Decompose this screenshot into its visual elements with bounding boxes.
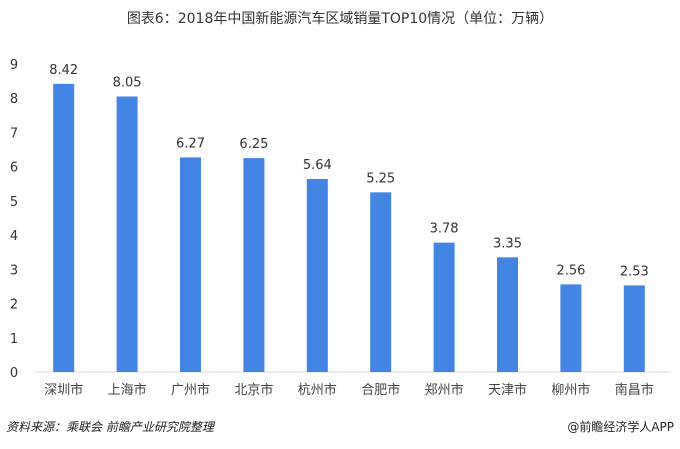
y-tick-label: 7 bbox=[10, 126, 18, 141]
x-tick-label: 北京市 bbox=[234, 382, 273, 398]
data-label: 5.25 bbox=[366, 171, 395, 186]
y-tick-label: 2 bbox=[10, 298, 18, 313]
data-label: 3.35 bbox=[493, 236, 522, 251]
bar bbox=[180, 157, 201, 372]
data-label: 2.56 bbox=[556, 263, 585, 278]
data-label: 8.05 bbox=[113, 76, 142, 91]
x-tick-label: 合肥市 bbox=[361, 382, 400, 398]
bar bbox=[243, 158, 265, 372]
x-tick-label: 郑州市 bbox=[425, 382, 464, 398]
y-tick-label: 8 bbox=[10, 92, 18, 107]
y-tick-label: 1 bbox=[10, 332, 18, 347]
x-tick-label: 杭州市 bbox=[298, 382, 337, 398]
data-label: 3.78 bbox=[430, 222, 459, 237]
x-tick-label: 天津市 bbox=[488, 382, 527, 398]
y-tick-label: 6 bbox=[10, 161, 18, 176]
x-tick-label: 南昌市 bbox=[615, 382, 654, 398]
y-tick-label: 4 bbox=[10, 229, 18, 244]
bar bbox=[306, 178, 328, 372]
data-label: 6.25 bbox=[239, 137, 268, 152]
source-note: 资料来源：乘联会 前瞻产业研究院整理 bbox=[6, 420, 214, 434]
bar bbox=[370, 192, 392, 372]
chart-title: 图表6：2018年中国新能源汽车区域销量TOP10情况（单位：万辆） bbox=[126, 11, 554, 27]
credit-note: @前瞻经济学人APP bbox=[567, 420, 674, 434]
data-label: 6.27 bbox=[176, 136, 205, 151]
bar bbox=[623, 285, 645, 372]
data-label: 8.42 bbox=[49, 63, 78, 78]
x-tick-label: 柳州市 bbox=[551, 382, 590, 398]
y-tick-label: 5 bbox=[10, 195, 18, 210]
bar bbox=[497, 257, 518, 372]
data-label: 5.64 bbox=[303, 158, 332, 173]
bar bbox=[560, 284, 582, 372]
bar bbox=[53, 83, 75, 373]
x-tick-label: 深圳市 bbox=[44, 382, 83, 398]
x-tick-label: 上海市 bbox=[108, 382, 147, 398]
y-tick-label: 3 bbox=[10, 263, 18, 278]
bar bbox=[116, 96, 138, 372]
bar bbox=[433, 242, 455, 372]
y-tick-label: 9 bbox=[10, 58, 18, 73]
x-tick-label: 广州市 bbox=[171, 382, 210, 398]
data-label: 2.53 bbox=[620, 264, 649, 279]
y-tick-label: 0 bbox=[10, 366, 18, 381]
